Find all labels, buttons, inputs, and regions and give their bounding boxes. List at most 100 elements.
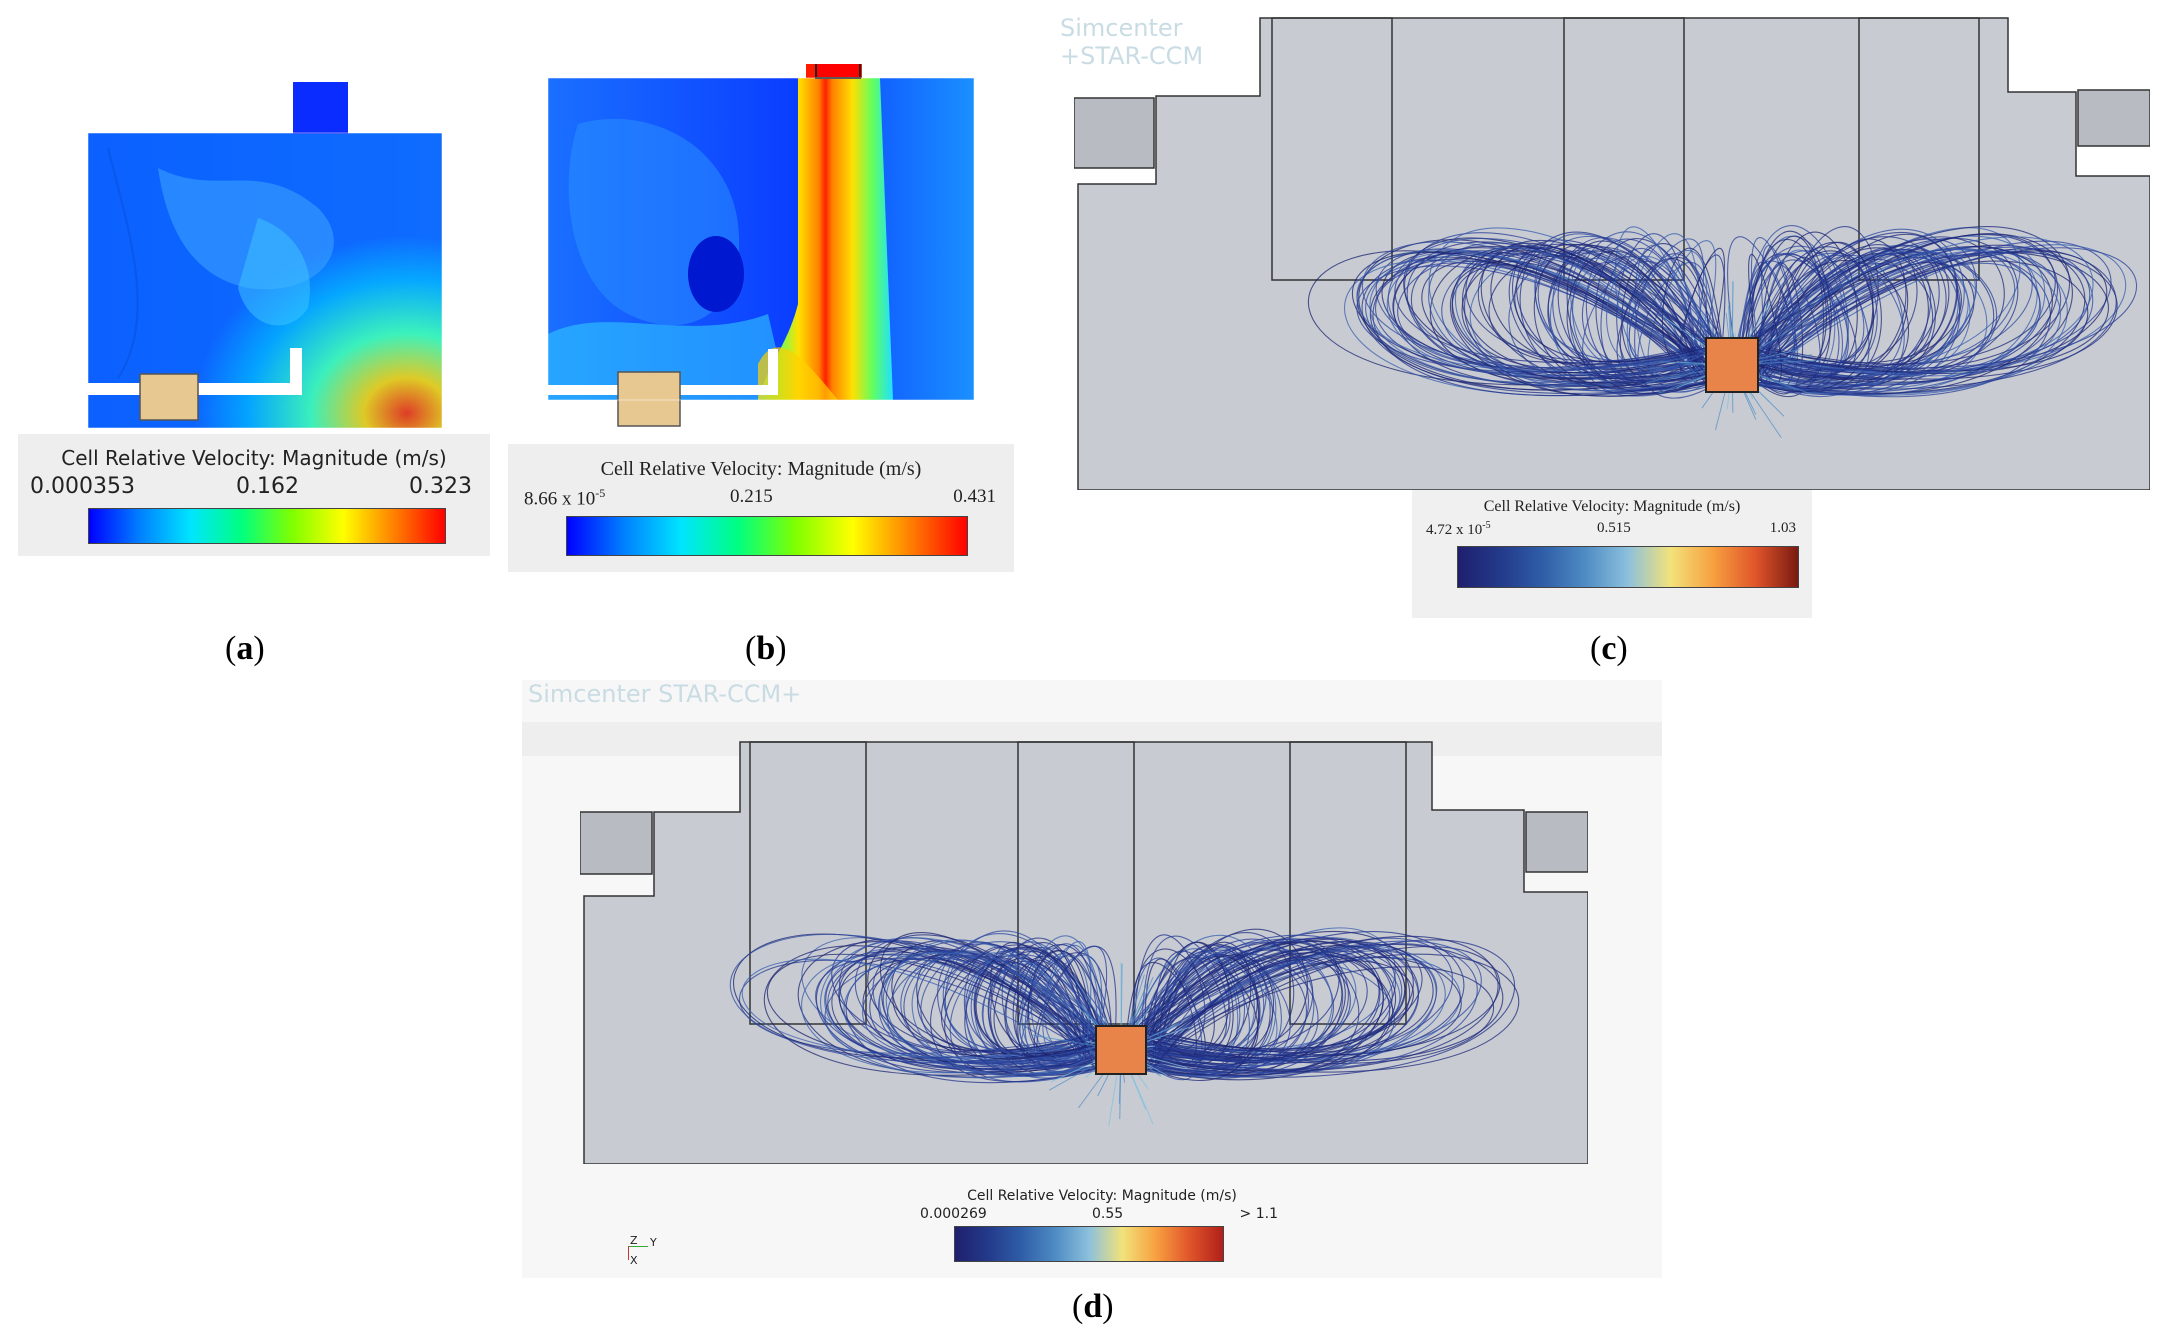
streamline	[1743, 250, 1874, 392]
panel-a-legend-mid: 0.162	[236, 474, 299, 499]
streamline	[887, 956, 1088, 1067]
streamline	[1745, 248, 1932, 390]
panel-b-legend-min-base: 8.66 x 10	[524, 488, 596, 510]
panel-c	[1074, 16, 2150, 490]
streamline	[1394, 252, 1715, 376]
panel-a-colorbar	[88, 508, 446, 544]
streamline	[1614, 226, 1705, 378]
panel-a: Cell Relative Velocity: Magnitude (m/s) …	[18, 78, 490, 556]
streamline	[1750, 251, 1961, 396]
streamline	[1454, 247, 1710, 392]
streamline	[1144, 947, 1282, 1074]
streamline	[1742, 232, 1958, 389]
streamline	[964, 947, 1102, 1077]
streamline	[1750, 247, 2016, 375]
streamline	[801, 954, 1095, 1074]
streamline	[1734, 246, 1874, 384]
streamline	[1566, 250, 1703, 386]
streamline	[1356, 265, 1727, 386]
streamline	[1126, 947, 1333, 1069]
panel-c-legend: Cell Relative Velocity: Magnitude (m/s) …	[1412, 490, 1812, 618]
streamline	[940, 944, 1108, 1060]
panel-d-axes-triad: Z Y X	[626, 1234, 666, 1270]
streamline	[1732, 246, 2053, 395]
panel-b-legend-min: 8.66 x 10-5	[524, 486, 605, 510]
triad-axis-vertical	[628, 1246, 629, 1260]
streamline	[1748, 244, 2127, 374]
streamline	[911, 951, 1099, 1077]
panel-b-legend: Cell Relative Velocity: Magnitude (m/s) …	[508, 444, 1014, 572]
panel-a-legend-max: 0.323	[409, 474, 472, 499]
triad-z-label: Z	[630, 1234, 638, 1247]
streamline	[949, 953, 1112, 1083]
streamline	[1144, 953, 1520, 1073]
streamline	[1749, 233, 2073, 383]
streamline	[1428, 242, 1718, 384]
streamline	[1387, 237, 1717, 371]
streamline	[1514, 243, 1719, 363]
streamline	[970, 948, 1108, 1068]
streamline	[1125, 947, 1437, 1078]
streamline	[987, 957, 1111, 1076]
triad-y-label: Y	[650, 1236, 657, 1249]
panel-d-watermark: Simcenter STAR-CCM+	[528, 680, 802, 708]
panel-c-legend-min-base: 4.72 x 10	[1426, 522, 1483, 538]
panel-b-legend-mid: 0.215	[730, 486, 773, 507]
streamline	[1138, 932, 1295, 1068]
streamline	[1369, 251, 1713, 386]
triad-x-label: X	[630, 1254, 638, 1267]
panel-c-legend-min-exponent: -5	[1482, 520, 1491, 531]
streamline	[1516, 243, 1733, 382]
panel-b-contour-plot	[547, 64, 975, 427]
panel-a-legend: Cell Relative Velocity: Magnitude (m/s) …	[18, 434, 490, 556]
streamline	[1133, 934, 1206, 1060]
streamline	[1140, 952, 1393, 1072]
panel-b-colorbar	[566, 516, 968, 556]
panel-c-caption: (c)	[1590, 630, 1628, 667]
streamline	[1748, 251, 1995, 381]
streamline	[741, 958, 1111, 1063]
streamline	[1750, 237, 2019, 380]
panel-d-legend: Cell Relative Velocity: Magnitude (m/s) …	[902, 1188, 1302, 1274]
streamline	[1756, 248, 2061, 377]
streamline	[1125, 938, 1309, 1068]
panel-b-legend-max: 0.431	[953, 486, 996, 507]
streamline	[1748, 253, 1782, 383]
streamline	[1356, 249, 1728, 372]
streamline	[1123, 934, 1393, 1056]
panel-c-watermark: Simcenter STAR-CCM+	[1060, 14, 1204, 70]
streamline	[1137, 959, 1351, 1071]
streamline	[1619, 258, 1716, 379]
streamline	[1758, 247, 1936, 391]
streamline	[879, 932, 1109, 1055]
panel-d-streamline-plot	[580, 741, 1588, 1164]
streamline	[843, 952, 1112, 1060]
streamline	[815, 958, 1108, 1071]
streamline	[1154, 940, 1344, 1077]
panel-d-legend-mid: 0.55	[1092, 1206, 1124, 1222]
streamline	[1465, 245, 1722, 379]
streamline	[1450, 260, 1726, 397]
streamline	[1519, 231, 1715, 395]
streamline	[1386, 254, 1714, 379]
streamline	[1127, 931, 1465, 1064]
panel-d-caption-letter: d	[1083, 1288, 1103, 1325]
panel-b-legend-title: Cell Relative Velocity: Magnitude (m/s)	[600, 458, 922, 480]
streamline	[1147, 949, 1314, 1061]
streamline	[1741, 259, 1909, 384]
streamline	[1533, 243, 1701, 389]
streamline	[732, 933, 1100, 1059]
panel-c-streamline-plot	[1074, 17, 2150, 490]
streamline	[1755, 254, 1878, 375]
panel-d-legend-min: 0.000269	[920, 1206, 987, 1222]
streamline	[1033, 945, 1108, 1072]
streamline	[965, 955, 1092, 1074]
streamline	[1760, 248, 2117, 390]
streamline	[1123, 960, 1414, 1069]
streamline	[885, 939, 1118, 1075]
panel-c-caption-letter: c	[1601, 630, 1617, 667]
streamline	[763, 945, 1094, 1076]
streamline	[1480, 242, 1718, 390]
streamline	[1734, 249, 1998, 375]
panel-d-caption: (d)	[1072, 1288, 1114, 1325]
